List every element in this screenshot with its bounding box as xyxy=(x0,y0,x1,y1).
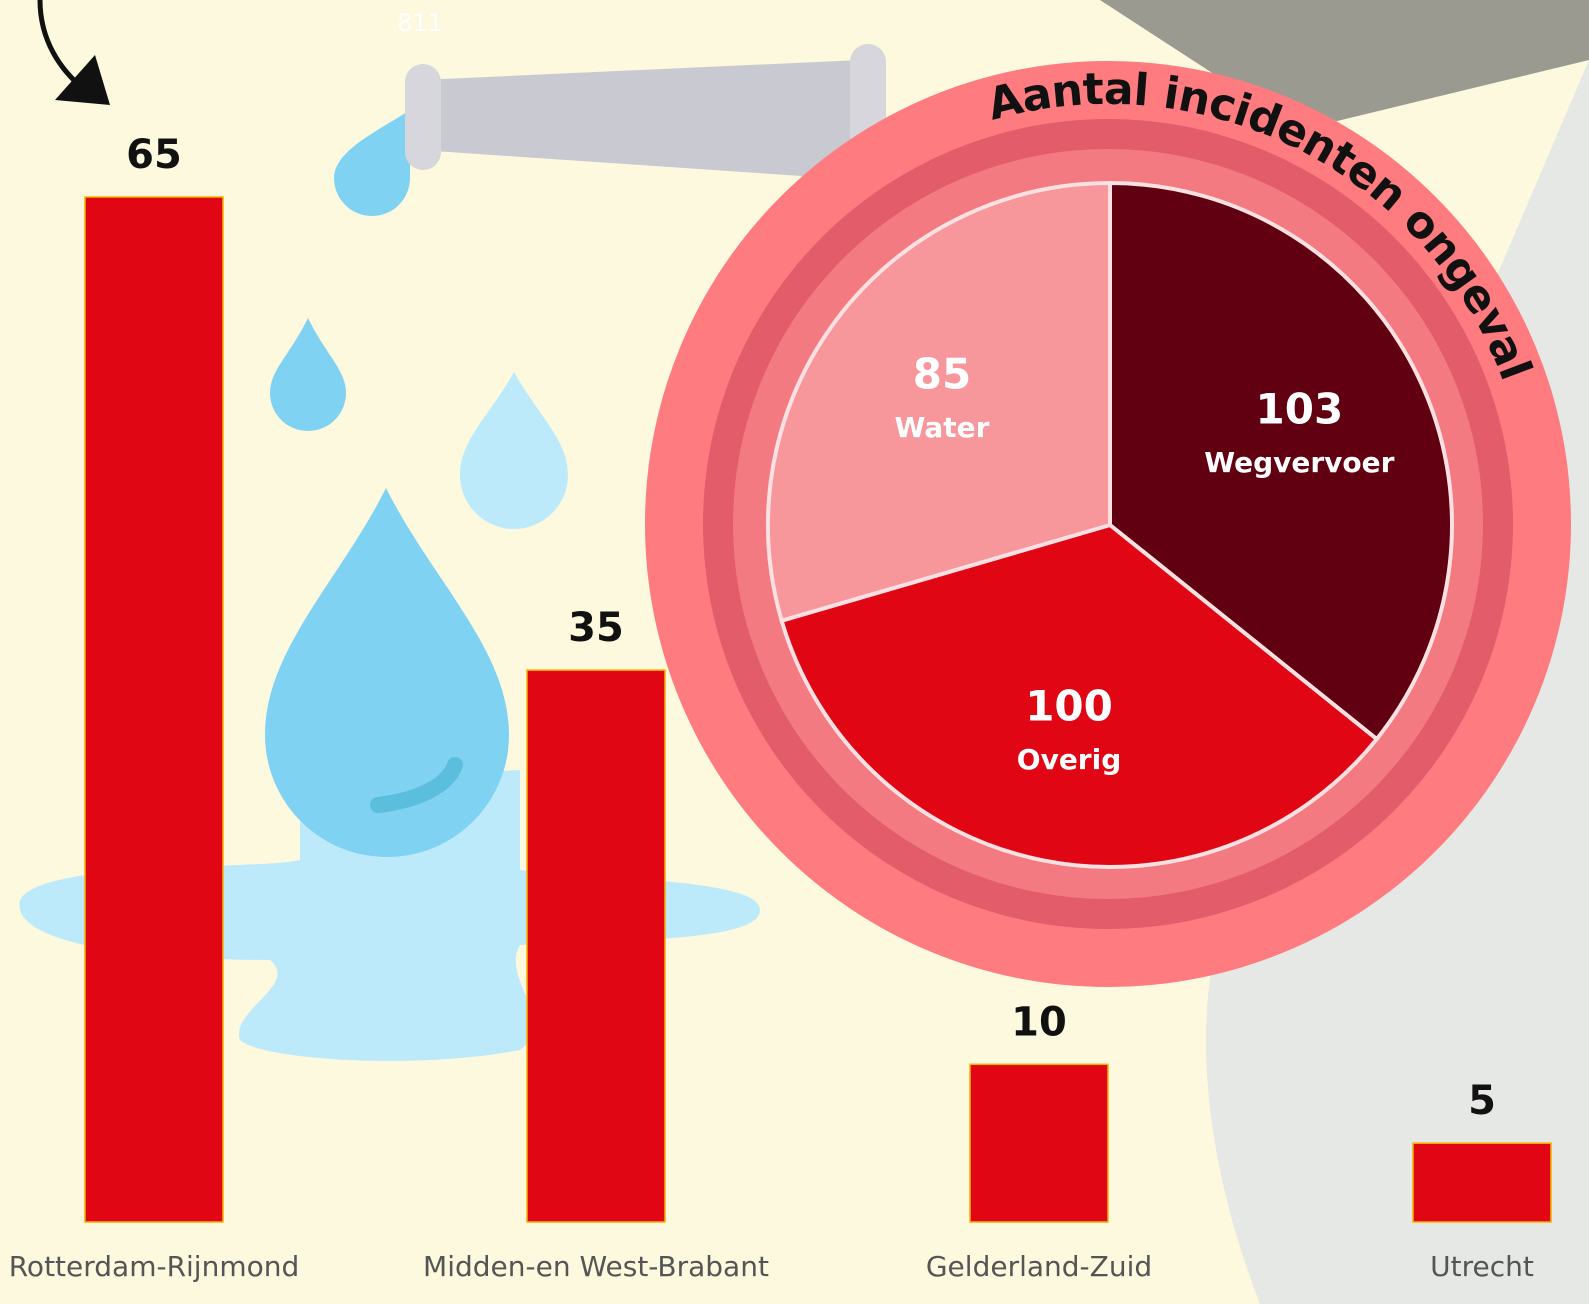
annotation: 811 xyxy=(397,9,443,37)
bar xyxy=(84,196,224,1223)
nozzle-tip xyxy=(405,64,441,170)
bar xyxy=(1412,1142,1552,1223)
arrow-head xyxy=(55,55,110,105)
category-label: Gelderland-Zuid xyxy=(926,1250,1152,1283)
drop-shine xyxy=(370,757,463,813)
slice-name: Water xyxy=(895,411,990,444)
category-label: Rotterdam-Rijnmond xyxy=(9,1250,300,1283)
slice-value: 85 xyxy=(913,349,971,398)
bar xyxy=(526,669,666,1223)
drop xyxy=(270,318,346,431)
bar xyxy=(969,1063,1109,1223)
slice-value: 103 xyxy=(1256,385,1344,434)
pie-slice xyxy=(1108,180,1454,742)
pie-slice xyxy=(766,180,1112,624)
puddle xyxy=(19,770,761,1061)
slice-value: 100 xyxy=(1025,681,1113,730)
pie-slice xyxy=(779,522,1380,869)
value-label: 5 xyxy=(1468,1078,1496,1124)
road-edge xyxy=(1100,0,1589,130)
drop xyxy=(334,110,410,216)
value-label: 35 xyxy=(568,605,624,651)
value-label: 65 xyxy=(126,132,182,178)
category-label: Utrecht xyxy=(1430,1250,1534,1283)
slice-name: Overig xyxy=(1017,743,1122,776)
category-label: Midden-en West-Brabant xyxy=(423,1250,769,1283)
drop xyxy=(460,372,568,529)
hose xyxy=(420,60,860,180)
value-label: 10 xyxy=(1011,999,1067,1045)
slice-name: Wegvervoer xyxy=(1204,446,1394,479)
